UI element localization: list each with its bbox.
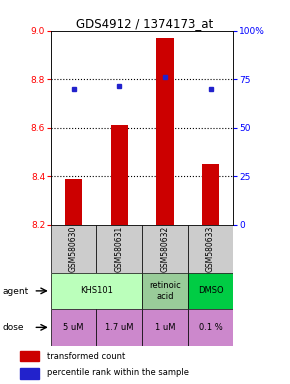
Text: 0.1 %: 0.1 % [199,323,222,332]
Bar [20,351,39,361]
Text: 5 uM: 5 uM [63,323,84,332]
Bar [156,38,174,225]
Text: 1 uM: 1 uM [155,323,175,332]
Text: GDS4912 / 1374173_at: GDS4912 / 1374173_at [76,17,214,30]
Bar [20,368,39,379]
Bar [65,179,82,225]
Bar [142,273,188,309]
Text: retinoic
acid: retinoic acid [149,281,181,301]
Bar [96,309,142,346]
Bar [51,225,96,273]
Bar [142,309,188,346]
Bar [51,273,142,309]
Text: GSM580630: GSM580630 [69,225,78,272]
Bar [188,273,233,309]
Text: GSM580631: GSM580631 [115,225,124,272]
Text: 1.7 uM: 1.7 uM [105,323,133,332]
Text: agent: agent [3,286,29,296]
Text: GSM580632: GSM580632 [160,225,169,272]
Bar [96,225,142,273]
Text: DMSO: DMSO [198,286,223,295]
Bar [51,309,96,346]
Text: percentile rank within the sample: percentile rank within the sample [46,368,188,377]
Text: GSM580633: GSM580633 [206,225,215,272]
Bar [188,309,233,346]
Bar [202,164,219,225]
Bar [142,225,188,273]
Bar [188,225,233,273]
Text: KHS101: KHS101 [80,286,113,295]
Text: transformed count: transformed count [46,352,125,361]
Text: dose: dose [3,323,24,332]
Bar [110,125,128,225]
